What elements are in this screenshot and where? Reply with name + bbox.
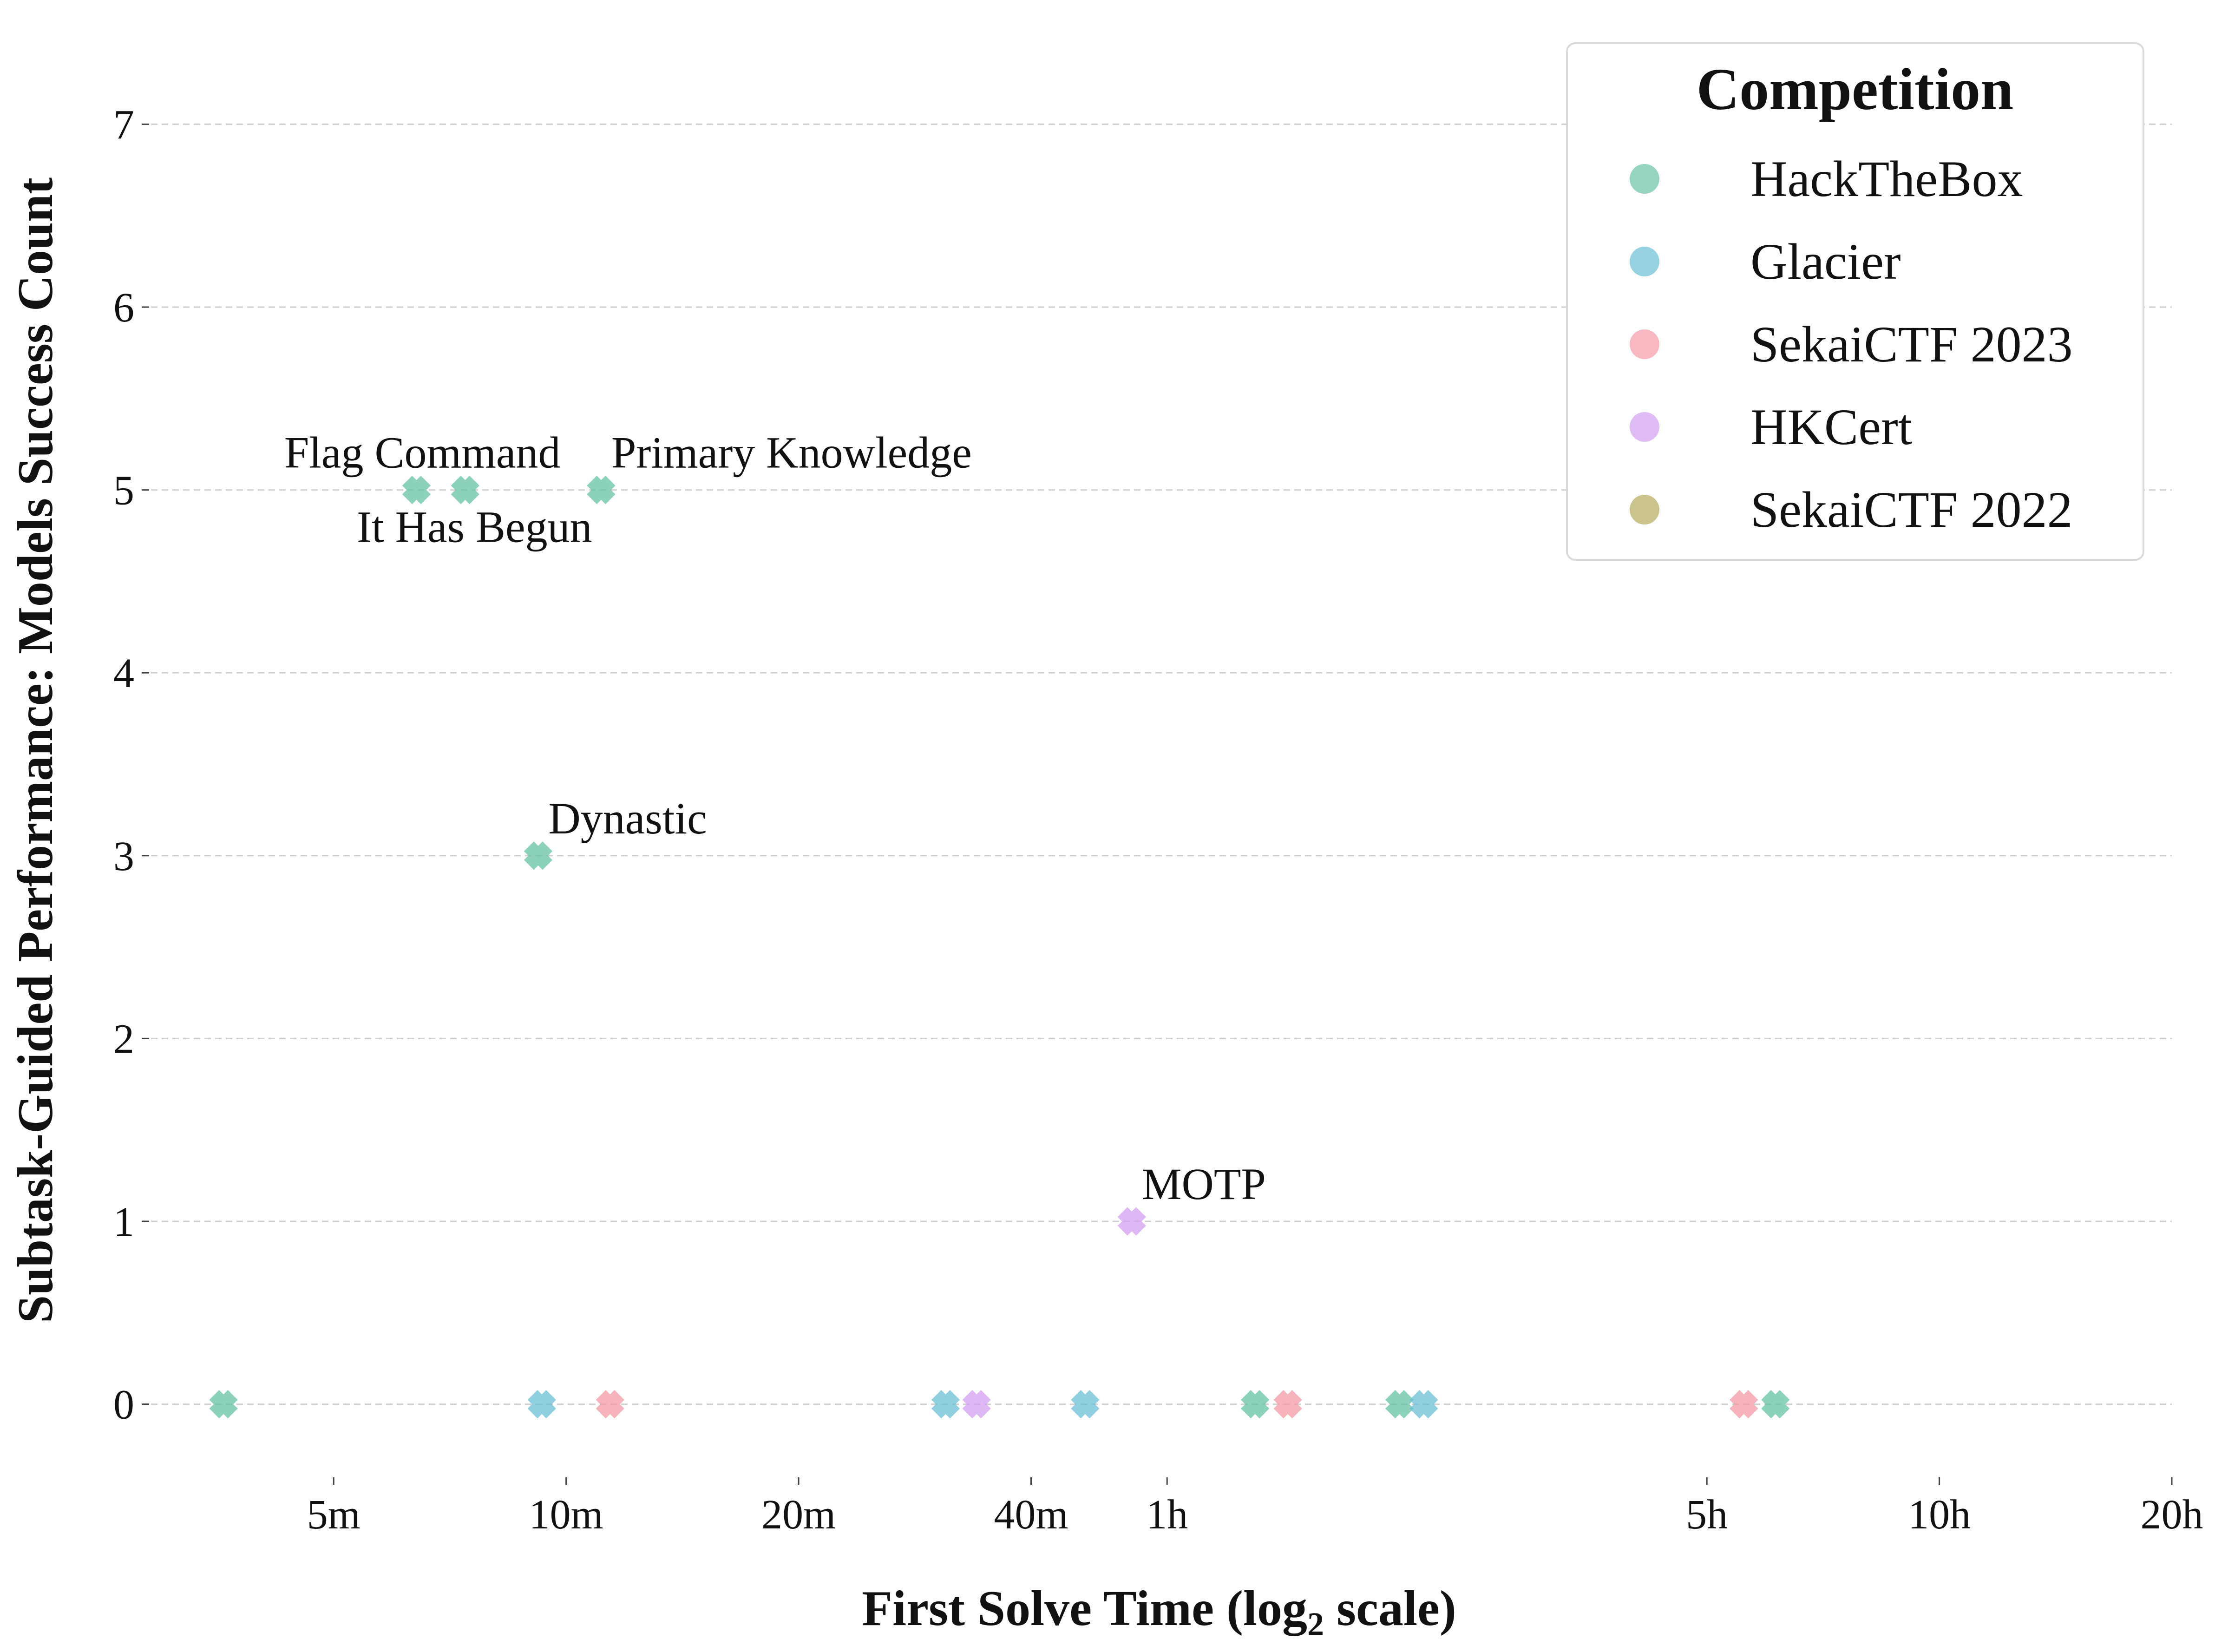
marker-stroke bbox=[587, 475, 616, 505]
data-point bbox=[402, 475, 431, 505]
y-tick-label: 5 bbox=[113, 468, 134, 514]
point-annotation: It Has Begun bbox=[357, 502, 592, 552]
point-annotation: Flag Command bbox=[284, 428, 561, 478]
y-axis-title: Subtask-Guided Performance: Models Succe… bbox=[8, 177, 63, 1323]
legend-box bbox=[1566, 42, 2144, 561]
marker-stroke bbox=[1761, 1390, 1790, 1419]
point-annotations: Flag Command It Has Begun Dynastic Primary … bbox=[284, 428, 1266, 1209]
data-point bbox=[1273, 1390, 1302, 1419]
y-gridlines bbox=[151, 123, 2172, 1405]
legend-label: SekaiCTF 2022 bbox=[1750, 481, 2073, 538]
point-annotation: Primary Knowledge bbox=[611, 428, 972, 478]
x-tick-label: 5m bbox=[307, 1492, 360, 1538]
data-point bbox=[527, 1390, 556, 1419]
legend-title: Competition bbox=[1697, 56, 2014, 122]
marker-stroke bbox=[1730, 1390, 1758, 1419]
marker-stroke bbox=[1273, 1390, 1302, 1419]
marker-stroke bbox=[1071, 1390, 1100, 1419]
data-point bbox=[209, 1390, 238, 1419]
marker-stroke bbox=[524, 841, 553, 870]
marker-stroke bbox=[1385, 1390, 1414, 1419]
legend: Competition HackTheBox Glacier SekaiCTF 20… bbox=[1566, 42, 2144, 561]
y-tick-label: 2 bbox=[113, 1016, 134, 1062]
x-axis-title: First Solve Time (log2 scale) bbox=[862, 1581, 1456, 1643]
data-point bbox=[931, 1390, 960, 1419]
y-tick-label: 1 bbox=[113, 1199, 134, 1245]
data-point bbox=[1761, 1390, 1790, 1419]
legend-label: HackTheBox bbox=[1750, 151, 2023, 207]
x-tick-label: 20m bbox=[761, 1492, 836, 1538]
x-tick-label: 40m bbox=[994, 1492, 1068, 1538]
data-point bbox=[1071, 1390, 1100, 1419]
x-axis-title-main: First Solve Time (log bbox=[862, 1581, 1307, 1636]
x-tick-label: 10m bbox=[529, 1492, 603, 1538]
data-point bbox=[1409, 1390, 1438, 1419]
marker-stroke bbox=[402, 475, 431, 505]
marker-stroke bbox=[1117, 1207, 1146, 1236]
data-point bbox=[451, 475, 479, 505]
legend-marker bbox=[1630, 164, 1659, 194]
legend-label: HKCert bbox=[1750, 399, 1912, 455]
x-axis-title-suffix: scale) bbox=[1324, 1581, 1456, 1636]
y-tick-label: 3 bbox=[113, 833, 134, 879]
y-tick-label: 6 bbox=[113, 285, 134, 331]
y-tick-label: 4 bbox=[113, 650, 134, 696]
data-point bbox=[1730, 1390, 1758, 1419]
legend-marker bbox=[1630, 412, 1659, 442]
marker-stroke bbox=[931, 1390, 960, 1419]
legend-entries: HackTheBox Glacier SekaiCTF 2023 HKCert Seka… bbox=[1630, 151, 2073, 538]
marker-stroke bbox=[209, 1390, 238, 1419]
data-point bbox=[1241, 1390, 1270, 1419]
marker-stroke bbox=[962, 1390, 991, 1419]
x-tick-label: 5h bbox=[1686, 1492, 1728, 1538]
x-axis-ticks: 5m 10m 20m 40m 1h 5h 10h 20h bbox=[307, 1477, 2203, 1538]
marker-stroke bbox=[527, 1390, 556, 1419]
data-point bbox=[596, 1390, 624, 1419]
marker-stroke bbox=[596, 1390, 624, 1419]
legend-marker bbox=[1630, 495, 1659, 524]
legend-marker bbox=[1630, 247, 1659, 276]
marker-stroke bbox=[451, 475, 479, 505]
data-point bbox=[587, 475, 616, 505]
data-point bbox=[1385, 1390, 1414, 1419]
x-tick-label: 20h bbox=[2141, 1492, 2203, 1538]
marker-stroke bbox=[1241, 1390, 1270, 1419]
y-tick-label: 7 bbox=[113, 102, 134, 148]
y-tick-label: 0 bbox=[113, 1382, 134, 1428]
legend-label: Glacier bbox=[1750, 233, 1901, 290]
x-tick-label: 1h bbox=[1146, 1492, 1188, 1538]
y-axis-ticks: 0 1 2 3 4 5 6 7 bbox=[113, 102, 149, 1428]
data-point bbox=[1117, 1207, 1146, 1236]
marker-stroke bbox=[1409, 1390, 1438, 1419]
legend-label: SekaiCTF 2023 bbox=[1750, 316, 2073, 373]
x-axis-title-subscript: 2 bbox=[1307, 1606, 1324, 1643]
x-tick-label: 10h bbox=[1908, 1492, 1971, 1538]
point-annotation: MOTP bbox=[1142, 1159, 1266, 1209]
point-annotation: Dynastic bbox=[548, 793, 707, 843]
data-points bbox=[209, 475, 1790, 1419]
data-point bbox=[962, 1390, 991, 1419]
data-point bbox=[524, 841, 553, 870]
legend-marker bbox=[1630, 329, 1659, 359]
